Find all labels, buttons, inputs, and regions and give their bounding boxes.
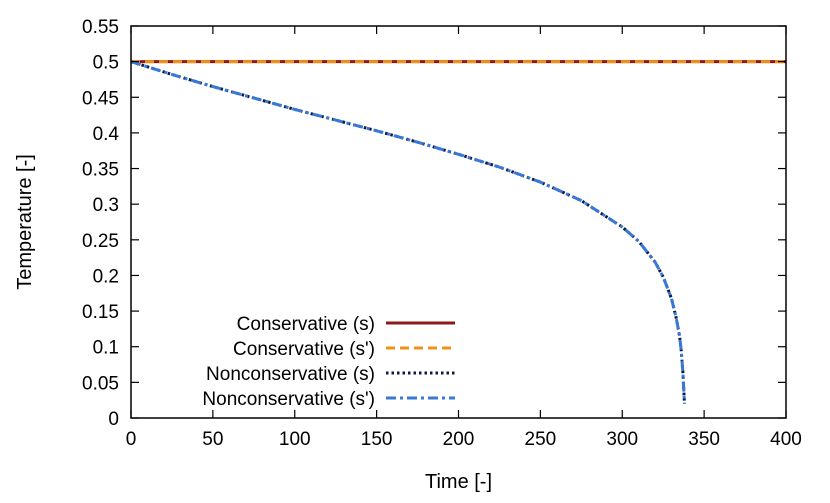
legend-label: Conservative (s'): [233, 339, 375, 360]
legend-label: Conservative (s): [237, 314, 375, 335]
y-tick-label: 0.1: [93, 338, 119, 359]
y-tick-label: 0.4: [93, 124, 120, 145]
x-tick-label: 50: [202, 429, 223, 450]
legend-label: Nonconservative (s): [206, 364, 375, 385]
y-tick-label: 0.2: [93, 266, 119, 287]
x-tick-label: 350: [688, 429, 720, 450]
y-tick-label: 0.3: [93, 195, 119, 216]
axis-ticks: 0 50 100 150 200 250 300 350 400 0 0.05 0.1 0.15 0.2 0…: [82, 17, 802, 450]
legend-label: Nonconservative (s'): [202, 389, 375, 410]
x-tick-label: 300: [606, 429, 638, 450]
y-tick-label: 0.55: [82, 17, 119, 38]
x-tick-label: 200: [443, 429, 475, 450]
series-line-3: [130, 60, 686, 404]
legend: Conservative (s) Conservative (s') Noncons…: [202, 314, 455, 410]
y-tick-label: 0.15: [82, 302, 119, 323]
y-tick-label: 0.35: [82, 160, 119, 181]
x-tick-label: 0: [126, 429, 137, 450]
y-tick-label: 0.5: [93, 53, 119, 74]
x-tick-label: 250: [525, 429, 557, 450]
series-lines: [130, 60, 786, 404]
series-line-2: [130, 60, 686, 404]
y-tick-label: 0.45: [82, 88, 119, 109]
x-tick-label: 100: [279, 429, 311, 450]
y-tick-label: 0: [108, 409, 119, 430]
y-tick-label: 0.25: [82, 231, 119, 252]
x-tick-label: 150: [361, 429, 393, 450]
x-tick-label: 400: [770, 429, 802, 450]
y-axis-title: Temperature [-]: [14, 154, 36, 290]
y-tick-label: 0.05: [82, 373, 119, 394]
plot-area-frame: [130, 25, 787, 419]
x-axis-title: Time [-]: [425, 471, 492, 493]
